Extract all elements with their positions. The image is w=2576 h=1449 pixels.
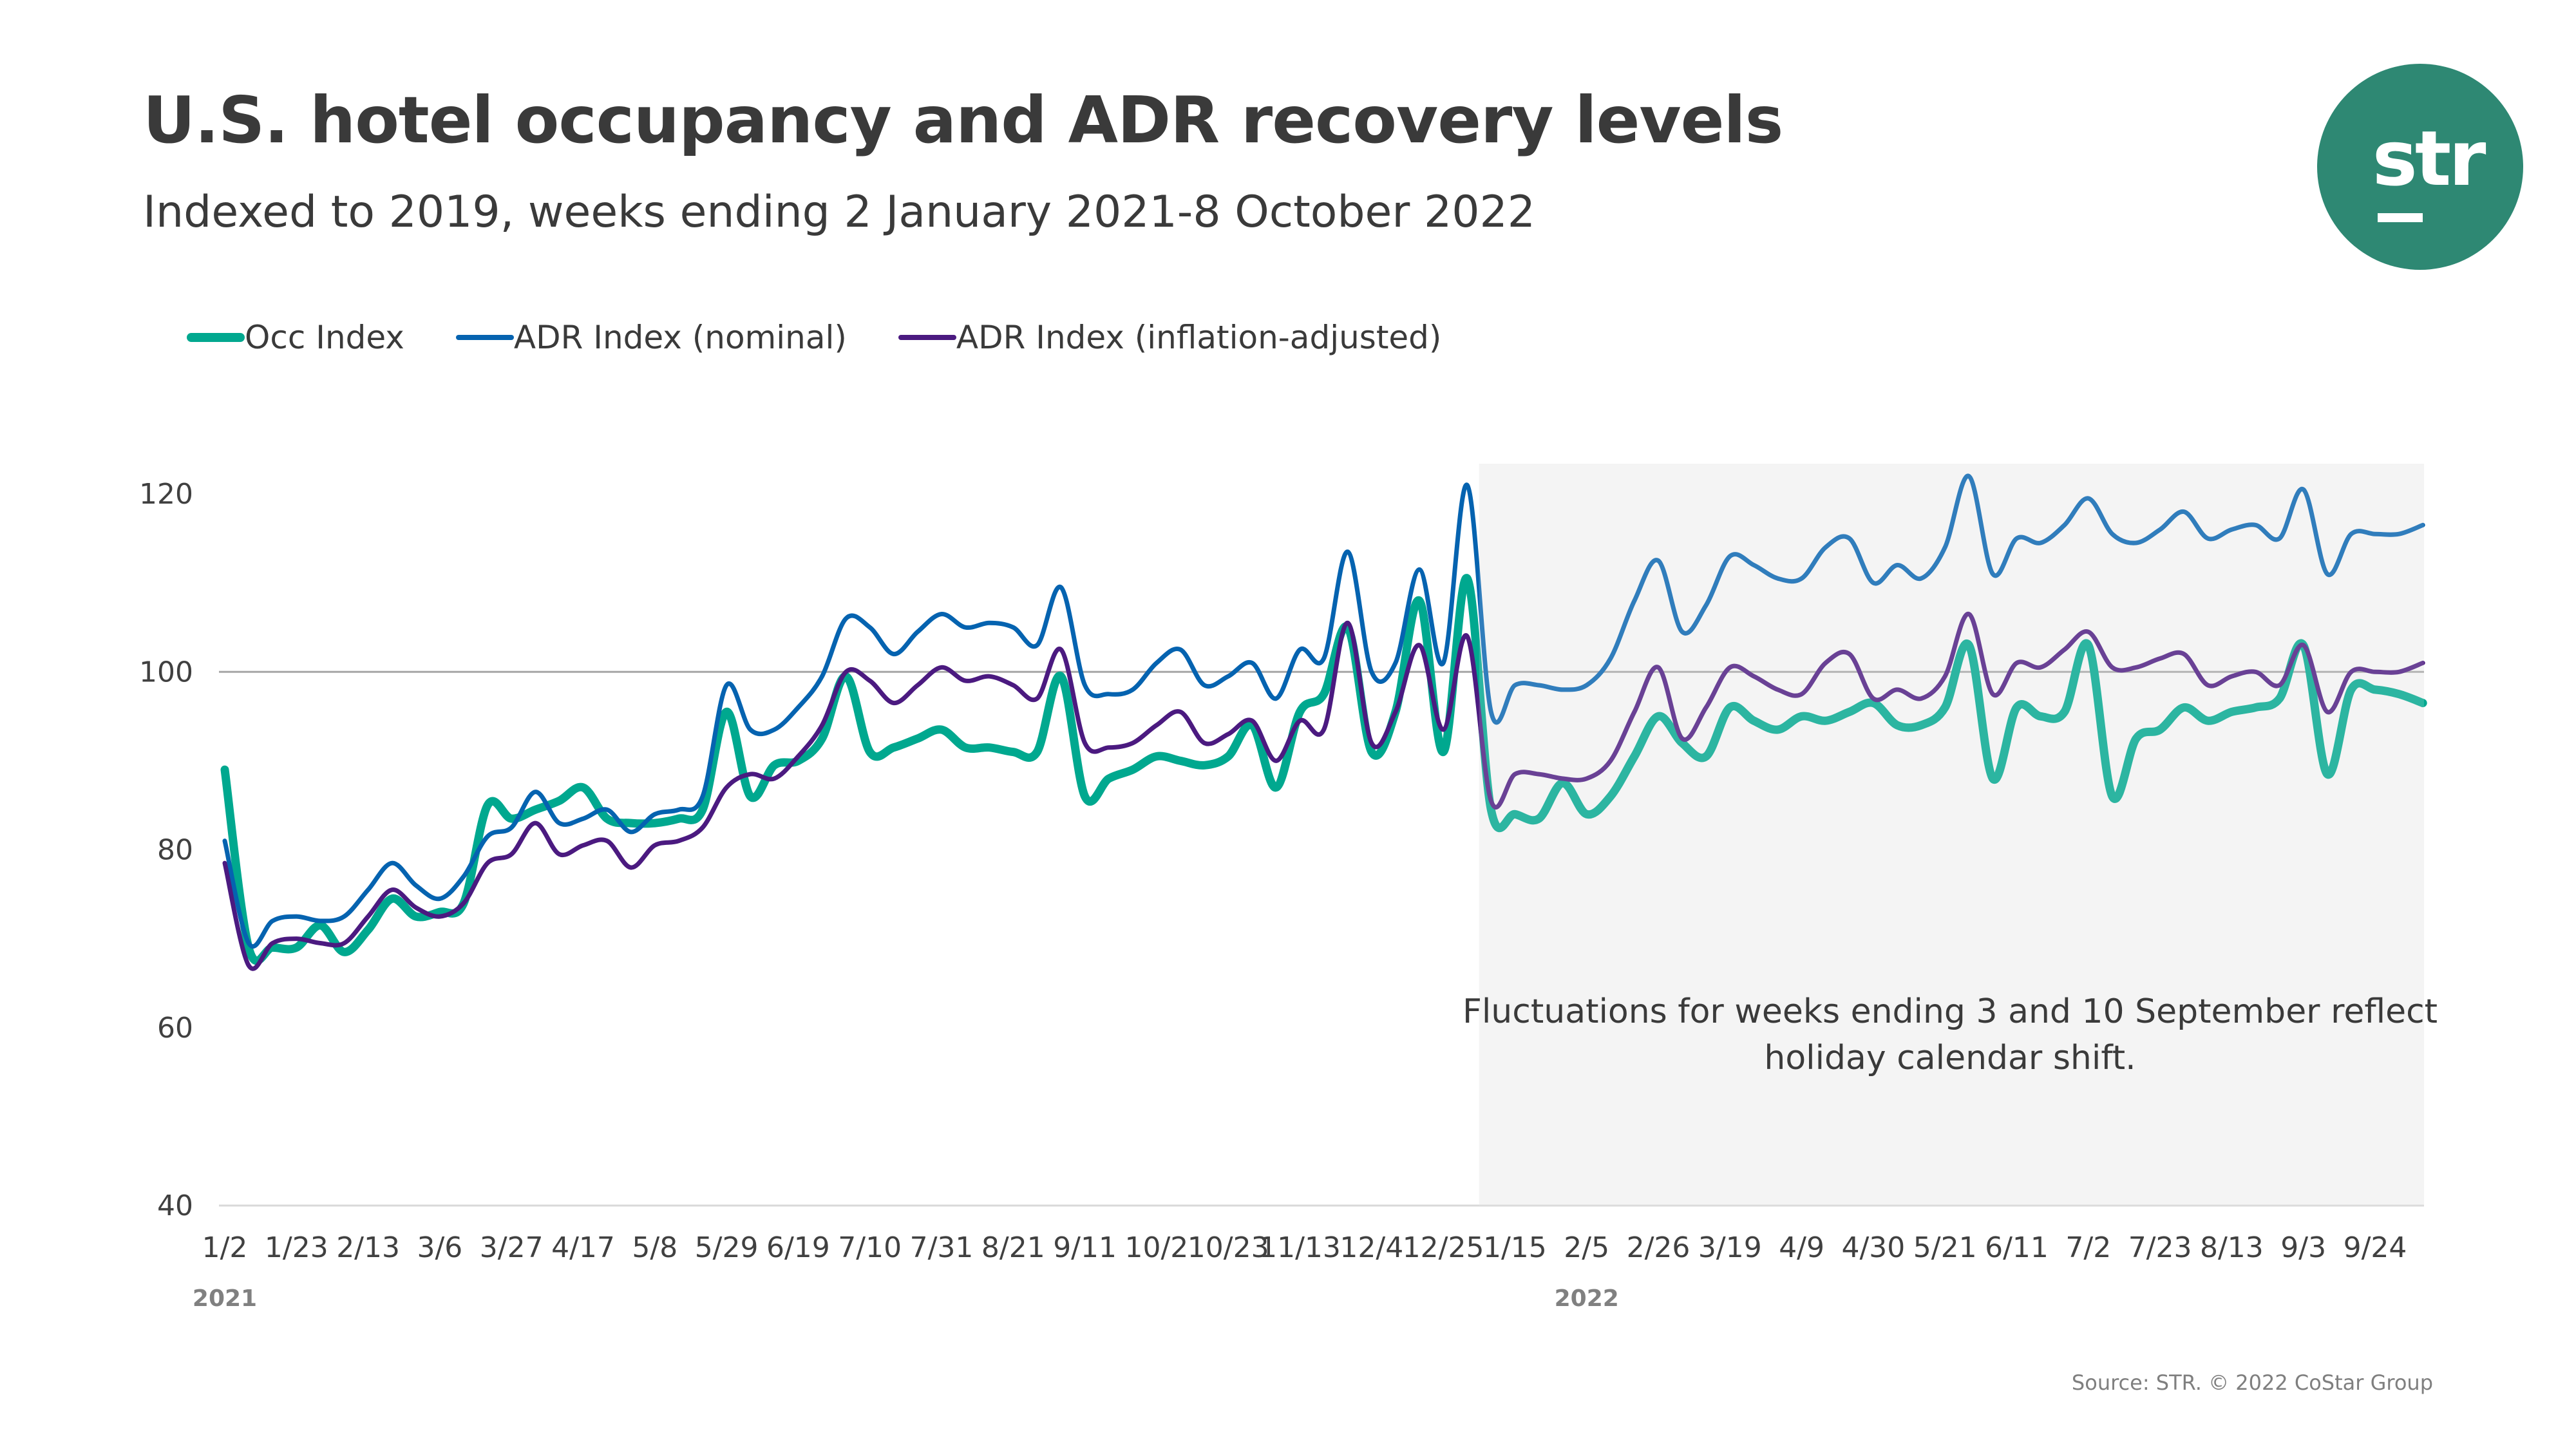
x-tick-label: 9/24 (2344, 1231, 2407, 1264)
str-logo: str (2317, 64, 2523, 270)
highlight-overlay (1479, 464, 2424, 1206)
logo-circle (2317, 64, 2523, 270)
x-tick-label: 4/17 (551, 1231, 615, 1264)
x-tick-label: 10/23 (1188, 1231, 1269, 1264)
x-tick-label: 12/25 (1403, 1231, 1484, 1264)
logo-underline (2378, 213, 2423, 222)
x-tick-label: 1/23 (265, 1231, 328, 1264)
highlight-region (1479, 464, 2424, 1206)
x-tick-label: 2/26 (1627, 1231, 1690, 1264)
annotation-text: holiday calendar shift. (1764, 1039, 2136, 1077)
x-tick-label: 7/23 (2128, 1231, 2192, 1264)
x-tick-label: 1/15 (1483, 1231, 1547, 1264)
year-label: 2022 (1555, 1285, 1619, 1312)
x-tick-label: 11/13 (1259, 1231, 1341, 1264)
x-tick-label: 1/2 (202, 1231, 248, 1264)
x-tick-label: 7/31 (910, 1231, 974, 1264)
y-tick-label: 120 (139, 478, 193, 511)
x-tick-label: 10/2 (1124, 1231, 1188, 1264)
source-note: Source: STR. © 2022 CoStar Group (2071, 1370, 2433, 1395)
legend-item-adr-real: ADR Index (inflation-adjusted) (898, 319, 1442, 356)
annotation-text: Fluctuations for weeks ending 3 and 10 S… (1463, 992, 2438, 1031)
x-tick-label: 6/19 (766, 1231, 830, 1264)
y-tick-label: 80 (157, 834, 193, 867)
x-tick-label: 8/13 (2200, 1231, 2264, 1264)
x-tick-label: 3/19 (1698, 1231, 1762, 1264)
chart-subtitle: Indexed to 2019, weeks ending 2 January … (143, 187, 1536, 238)
legend-label-occ: Occ Index (245, 319, 404, 356)
logo-text: str (2372, 114, 2486, 203)
legend-swatch-adr-nominal (455, 335, 514, 340)
legend-item-adr-nominal: ADR Index (nominal) (455, 319, 847, 356)
series-line-adr-inflation-adjusted (222, 612, 2425, 971)
x-tick-label: 2/13 (336, 1231, 400, 1264)
x-tick-label: 4/9 (1779, 1231, 1824, 1264)
x-tick-label: 7/10 (838, 1231, 902, 1264)
y-tick-label: 60 (157, 1012, 193, 1045)
y-tick-label: 100 (139, 656, 193, 688)
x-tick-label: 7/2 (2065, 1231, 2111, 1264)
x-tick-label: 12/4 (1340, 1231, 1403, 1264)
x-tick-label: 6/11 (1985, 1231, 2049, 1264)
x-tick-label: 4/30 (1841, 1231, 1905, 1264)
x-tick-label: 5/21 (1913, 1231, 1977, 1264)
legend-item-occ: Occ Index (187, 319, 404, 356)
chart-title: U.S. hotel occupancy and ADR recovery le… (143, 82, 1783, 158)
x-tick-label: 3/27 (480, 1231, 544, 1264)
x-tick-label: 3/6 (417, 1231, 462, 1264)
legend-swatch-occ (187, 333, 245, 342)
year-label: 2021 (193, 1285, 257, 1312)
x-tick-label: 5/8 (632, 1231, 677, 1264)
x-tick-label: 9/11 (1053, 1231, 1117, 1264)
x-tick-label: 5/29 (695, 1231, 759, 1264)
series-line-adr-nominal (222, 473, 2425, 949)
legend-label-adr-nominal: ADR Index (nominal) (513, 319, 847, 356)
x-tick-label: 8/21 (981, 1231, 1045, 1264)
legend: Occ Index ADR Index (nominal) ADR Index … (187, 319, 1493, 356)
x-tick-label: 2/5 (1564, 1231, 1609, 1264)
legend-swatch-adr-real (898, 335, 956, 340)
legend-label-adr-real: ADR Index (inflation-adjusted) (956, 319, 1442, 356)
x-tick-label: 9/3 (2280, 1231, 2326, 1264)
y-tick-label: 40 (157, 1189, 193, 1222)
